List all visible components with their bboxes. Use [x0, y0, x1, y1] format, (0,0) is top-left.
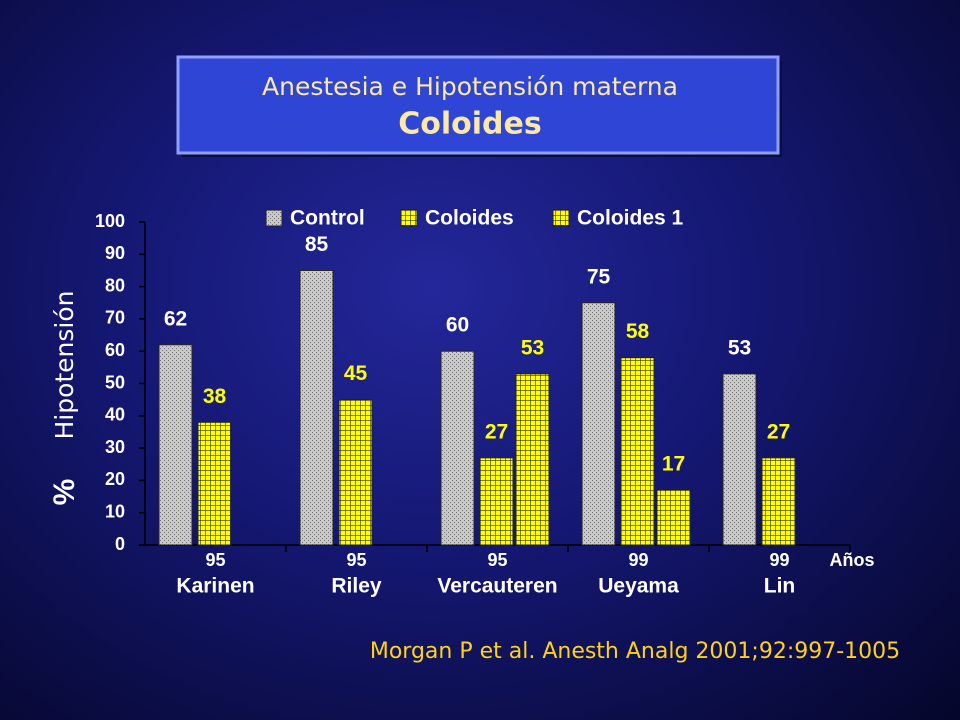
y-tick-label: 10 [105, 501, 125, 521]
x-year-label: 99 [769, 550, 789, 570]
value-label: 45 [344, 362, 368, 385]
value-label: 53 [521, 336, 544, 359]
legend-swatch [265, 209, 283, 227]
y-tick-label: 30 [105, 437, 125, 457]
legend-swatch [400, 209, 418, 227]
x-axis-label: Años [830, 550, 875, 570]
y-tick-label: 80 [105, 275, 125, 295]
y-tick-label: 50 [105, 372, 125, 392]
value-label: 27 [485, 420, 508, 443]
bar [656, 489, 691, 546]
x-year-label: 95 [205, 550, 225, 570]
x-year-label: 99 [628, 550, 648, 570]
title-box: Anestesia e Hipotensión materna Coloides [176, 55, 782, 157]
bar [515, 373, 550, 546]
title: Anestesia e Hipotensión materna [262, 72, 678, 101]
x-year-label: 95 [346, 550, 366, 570]
value-label: 85 [305, 233, 329, 256]
legend-label: Control [290, 207, 365, 230]
citation: Morgan P et al. Anesth Analg 2001;92:997… [370, 639, 900, 664]
bar [158, 344, 193, 546]
value-label: 58 [626, 320, 650, 343]
y-tick-label: 0 [115, 534, 125, 554]
y-tick-label: 100 [95, 211, 125, 231]
x-tick-label: Lin [764, 575, 796, 598]
bar [299, 269, 334, 546]
x-year-label: 95 [487, 550, 507, 570]
legend-label: Coloides [425, 207, 514, 230]
legend-label: Coloides 1 [577, 207, 684, 230]
y-tick-label: 90 [105, 243, 125, 263]
y-axis-unit: % [48, 479, 81, 506]
x-tick-label: Riley [331, 575, 382, 598]
bar [338, 399, 373, 546]
legend-swatch [552, 209, 570, 227]
bar [440, 350, 475, 546]
bar [722, 373, 757, 546]
bar [197, 421, 232, 546]
bar [479, 457, 514, 546]
chart: 0 10 20 30 40 50 60 70 80 90 100 95 Karinen 95 Riley 95… [95, 207, 875, 598]
value-label: 62 [164, 307, 187, 330]
value-label: 17 [662, 453, 685, 476]
y-tick-label: 60 [105, 340, 125, 360]
x-tick-label: Ueyama [598, 575, 679, 598]
subtitle: Coloides [398, 107, 541, 142]
bar [581, 302, 616, 546]
value-label: 60 [446, 314, 469, 337]
value-label: 27 [767, 420, 790, 443]
y-tick-label: 20 [105, 469, 125, 489]
y-tick-label: 40 [105, 405, 125, 425]
x-tick-label: Vercauteren [437, 575, 557, 598]
bar [620, 357, 655, 546]
value-label: 53 [728, 336, 751, 359]
x-tick-label: Karinen [176, 575, 254, 598]
value-label: 38 [203, 385, 227, 408]
y-tick-label: 70 [105, 308, 125, 328]
bar [761, 457, 796, 546]
value-label: 75 [587, 265, 611, 288]
y-axis-label: Hipotensión [50, 290, 79, 439]
